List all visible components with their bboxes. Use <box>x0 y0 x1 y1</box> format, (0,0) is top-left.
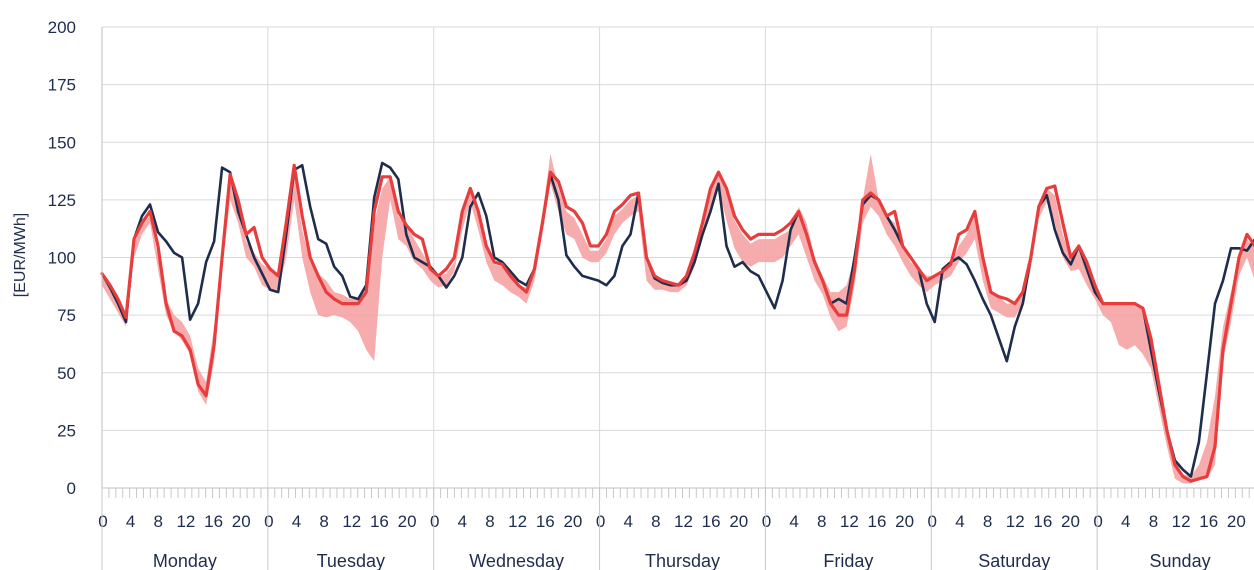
hour-tick-label: 0 <box>430 512 439 531</box>
series-lines <box>100 161 1254 483</box>
hour-tick-label: 12 <box>840 512 859 531</box>
hour-tick-label: 0 <box>762 512 771 531</box>
day-label: Saturday <box>978 551 1050 570</box>
hour-tick-label: 16 <box>868 512 887 531</box>
band-area <box>102 153 1254 484</box>
hour-tick-label: 8 <box>651 512 660 531</box>
y-tick-label: 100 <box>48 249 76 268</box>
hour-tick-label: 0 <box>596 512 605 531</box>
hour-tick-label: 16 <box>204 512 223 531</box>
day-label: Monday <box>153 551 217 570</box>
hour-tick-label: 12 <box>1172 512 1191 531</box>
y-tick-label: 75 <box>57 306 76 325</box>
hour-tick-label: 8 <box>485 512 494 531</box>
series-line-1 <box>100 161 1254 478</box>
hour-tick-label: 4 <box>623 512 632 531</box>
hour-tick-label: 16 <box>1033 512 1052 531</box>
hour-tick-label: 16 <box>370 512 389 531</box>
hour-tick-label: 8 <box>983 512 992 531</box>
hour-tick-label: 20 <box>398 512 417 531</box>
y-tick-label: 125 <box>48 191 76 210</box>
hour-tick-label: 8 <box>319 512 328 531</box>
hour-tick-label: 4 <box>1121 512 1130 531</box>
hour-tick-label: 12 <box>342 512 361 531</box>
hour-tick-label: 20 <box>1227 512 1246 531</box>
forecast-band <box>102 153 1254 484</box>
hour-tick-label: 8 <box>817 512 826 531</box>
hour-tick-label: 12 <box>674 512 693 531</box>
hour-tick-label: 20 <box>729 512 748 531</box>
y-tick-label: 150 <box>48 133 76 152</box>
hour-tick-label: 0 <box>264 512 273 531</box>
hour-tick-label: 16 <box>536 512 555 531</box>
hour-tick-label: 4 <box>126 512 135 531</box>
y-axis-label: [EUR/MWh] <box>12 213 29 297</box>
y-tick-label: 200 <box>48 18 76 37</box>
hour-tick-label: 0 <box>928 512 937 531</box>
hour-tick-label: 12 <box>1006 512 1025 531</box>
hour-tick-label: 16 <box>1199 512 1218 531</box>
hour-tick-label: 8 <box>1149 512 1158 531</box>
hour-tick-label: 4 <box>458 512 467 531</box>
hour-tick-label: 20 <box>563 512 582 531</box>
y-tick-label: 50 <box>57 364 76 383</box>
day-label: Sunday <box>1150 551 1211 570</box>
hour-tick-label: 20 <box>1061 512 1080 531</box>
hour-tick-label: 8 <box>154 512 163 531</box>
hour-tick-label: 0 <box>1093 512 1102 531</box>
series-line-2 <box>100 163 1254 483</box>
y-tick-label: 0 <box>67 479 76 498</box>
hour-tick-label: 4 <box>292 512 301 531</box>
hour-tick-label: 12 <box>508 512 527 531</box>
y-tick-label: 175 <box>48 76 76 95</box>
y-tick-label: 25 <box>57 421 76 440</box>
hour-tick-label: 20 <box>895 512 914 531</box>
day-label: Thursday <box>645 551 720 570</box>
hour-tick-label: 4 <box>955 512 964 531</box>
day-label: Friday <box>823 551 873 570</box>
hour-tick-label: 12 <box>176 512 195 531</box>
hour-tick-label: 16 <box>702 512 721 531</box>
day-label: Tuesday <box>317 551 385 570</box>
hour-tick-label: 4 <box>789 512 798 531</box>
hour-tick-label: 0 <box>98 512 107 531</box>
hour-tick-label: 20 <box>232 512 251 531</box>
day-label: Wednesday <box>469 551 564 570</box>
